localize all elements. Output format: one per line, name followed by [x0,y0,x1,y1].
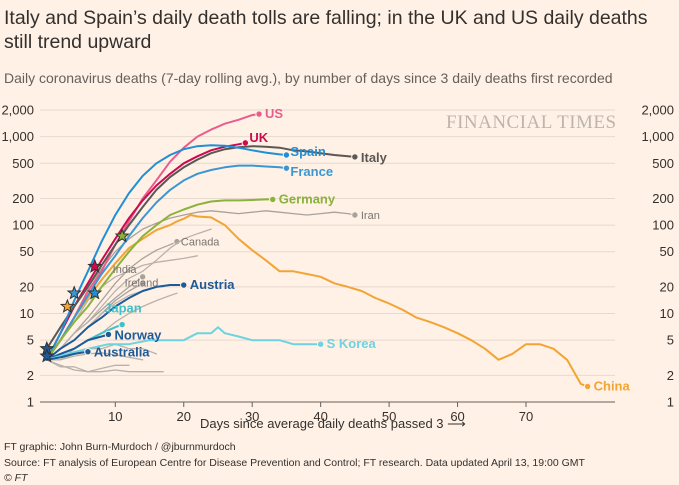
series-label-china: China [594,378,631,393]
lockdown-star-marker [66,285,82,300]
y-tick-label-right: 5 [667,333,674,348]
series-label-japan: Japan [104,301,142,316]
series-end-dot-austria [180,281,188,289]
y-tick-label-left: 1,000 [1,129,34,144]
y-tick-label-right: 500 [652,156,674,171]
footer-copyright: © FT [4,472,28,484]
y-tick-label-right: 200 [652,191,674,206]
x-tick-label: 10 [108,409,122,424]
series-line-s-korea [45,326,322,361]
x-tick-label: 20 [177,409,191,424]
y-tick-label-right: 2 [667,368,674,383]
series-line-italy [45,145,356,350]
series-label-italy: Italy [361,150,388,165]
y-tick-label-left: 20 [20,279,34,294]
y-tick-label-right: 10 [660,306,674,321]
series-line-other-e [46,359,164,373]
chart-title: Italy and Spain’s daily death tolls are … [4,7,648,53]
x-axis-label: Days since average daily deaths passed 3… [200,416,466,431]
lockdown-star-marker [59,298,75,313]
x-tick-label: 50 [382,409,396,424]
ft-watermark: FINANCIAL TIMES [446,112,617,133]
y-tick-label-left: 2 [27,368,34,383]
series-line-other-g [46,359,130,373]
x-tick-label: 30 [245,409,259,424]
series-line-china [45,214,589,388]
series-end-dot-norway [104,330,113,339]
series-label-germany: Germany [279,191,336,206]
series-line-norway [45,333,110,361]
series-end-dot-spain [282,151,291,159]
series-end-dot-us [255,110,263,118]
series-label-spain: Spain [290,144,325,159]
series-end-dot-iran [351,211,359,219]
lockdown-star-marker [87,285,103,300]
series-label-uk: UK [249,130,268,145]
series-label-s-korea: S Korea [327,336,377,351]
y-tick-label-left: 100 [12,218,34,233]
series-end-dot-ireland [138,279,147,287]
series-end-dot-france [282,164,291,172]
y-tick-label-right: 20 [660,279,674,294]
series-end-dot-australia [84,348,92,356]
series-end-dot-s-korea [316,340,325,348]
series-end-dot-china [583,382,592,391]
y-tick-label-right: 1,000 [641,129,674,144]
series-label-canada: Canada [181,237,220,249]
series-label-norway: Norway [114,327,162,342]
y-tick-label-right: 100 [652,218,674,233]
x-tick-label: 70 [519,409,533,424]
lockdown-star-marker [87,258,103,273]
series-line-uk [45,141,247,361]
series-line-australia [45,350,89,361]
series-line-france [45,164,288,361]
chart-subtitle: Daily coronavirus deaths (7-day rolling … [4,70,613,86]
y-tick-label-left: 50 [20,244,34,259]
x-tick-label: 60 [450,409,464,424]
footer-credit: FT graphic: John Burn-Murdoch / @jburnmu… [4,441,236,453]
series-label-iran: Iran [361,210,380,222]
series-label-france: France [290,164,333,179]
series-line-spain [45,144,288,361]
series-line-iran [46,210,356,350]
y-tick-label-left: 5 [27,333,34,348]
series-line-other-f [46,352,144,361]
series-end-dot-italy [351,153,359,161]
y-tick-label-left: 2,000 [1,103,34,118]
series-label-india: India [113,264,138,276]
series-end-dot-uk [241,139,250,147]
lockdown-star-marker [114,228,130,243]
series-label-ireland: Ireland [125,277,159,289]
chart-area: 1 1 2 2 5 5 10 10 20 20 50 50 100 100 200 200 500 500 1,00… [1,103,674,432]
y-tick-label-left: 1 [27,395,34,410]
series-end-dot-germany [269,195,277,204]
x-tick-label: 40 [313,409,327,424]
series-line-other-d [46,343,158,361]
series-line-other-b [46,228,212,361]
y-tick-label-left: 200 [12,191,34,206]
y-tick-label-right: 50 [660,244,674,259]
y-tick-label-left: 10 [20,306,34,321]
y-tick-label-left: 500 [12,156,34,171]
y-tick-label-right: 2,000 [641,103,674,118]
y-tick-label-right: 1 [667,395,674,410]
series-line-austria [45,284,185,361]
series-line-us [45,113,260,361]
series-end-dot-japan [118,320,126,329]
series-label-us: US [265,106,283,121]
footer-source: Source: FT analysis of European Centre f… [4,457,585,469]
series-label-australia: Australia [94,345,150,360]
series-line-germany [45,198,274,361]
series-label-austria: Austria [190,277,236,292]
lockdown-star-marker [39,348,55,363]
